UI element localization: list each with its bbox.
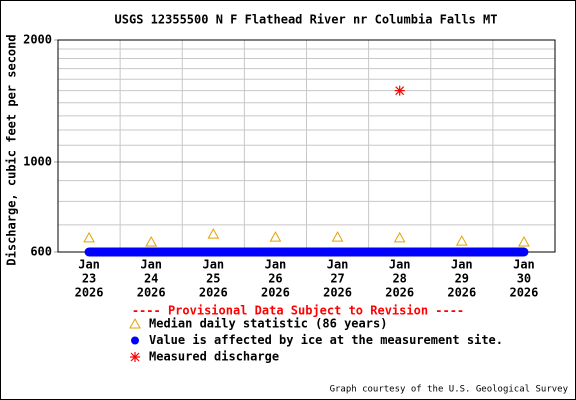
x-tick-label: 2026 bbox=[75, 286, 104, 300]
x-tick-label: 2026 bbox=[385, 286, 414, 300]
x-tick-label: Jan bbox=[265, 258, 287, 272]
x-tick-label: 24 bbox=[144, 272, 158, 286]
x-tick-label: 2026 bbox=[261, 286, 290, 300]
x-tick-label: Jan bbox=[513, 258, 535, 272]
x-tick-label: 30 bbox=[517, 272, 531, 286]
x-tick-label: 26 bbox=[268, 272, 282, 286]
x-tick-label: 29 bbox=[455, 272, 469, 286]
x-tick-label: 23 bbox=[82, 272, 96, 286]
triangle-marker bbox=[455, 235, 468, 246]
dot-marker bbox=[131, 336, 139, 345]
triangle-marker bbox=[207, 228, 220, 239]
asterisk-marker bbox=[130, 352, 140, 362]
x-tick-label: 28 bbox=[392, 272, 406, 286]
x-tick-label: 25 bbox=[206, 272, 220, 286]
x-tick-label: Jan bbox=[327, 258, 349, 272]
y-tick-label: 1000 bbox=[23, 155, 52, 169]
triangle-marker bbox=[269, 231, 282, 242]
x-tick-label: 2026 bbox=[509, 286, 538, 300]
x-tick-label: Jan bbox=[202, 258, 224, 272]
triangle-marker bbox=[331, 231, 344, 242]
y-tick-label: 600 bbox=[30, 245, 52, 259]
credit: Graph courtesy of the U.S. Geological Su… bbox=[330, 385, 569, 395]
x-tick-label: 2026 bbox=[199, 286, 228, 300]
triangle-marker bbox=[145, 235, 158, 247]
triangle-marker bbox=[129, 317, 141, 329]
asterisk-marker bbox=[394, 85, 405, 96]
x-tick-label: 2026 bbox=[323, 286, 352, 300]
notice: ---- Provisional Data Subject to Revisio… bbox=[132, 304, 464, 318]
triangle-marker bbox=[518, 235, 530, 247]
x-tick-label: 27 bbox=[330, 272, 344, 286]
x-tick-label: 2026 bbox=[447, 286, 476, 300]
x-tick-label: Jan bbox=[451, 258, 473, 272]
x-tick-label: 2026 bbox=[137, 286, 166, 300]
x-tick-label: Jan bbox=[78, 258, 100, 272]
legend-label: Value is affected by ice at the measurem… bbox=[149, 333, 503, 347]
legend-label: Median daily statistic (86 years) bbox=[149, 317, 387, 331]
triangle-marker bbox=[393, 231, 406, 243]
y-tick-label: 2000 bbox=[23, 33, 52, 47]
triangle-marker bbox=[83, 231, 95, 243]
chart-title: USGS 12355500 N F Flathead River nr Colu… bbox=[115, 13, 498, 27]
x-tick-label: Jan bbox=[140, 258, 162, 272]
legend-label: Measured discharge bbox=[149, 350, 279, 364]
y-axis-label: Discharge, cubic feet per second bbox=[5, 34, 19, 265]
x-tick-label: Jan bbox=[389, 258, 411, 272]
